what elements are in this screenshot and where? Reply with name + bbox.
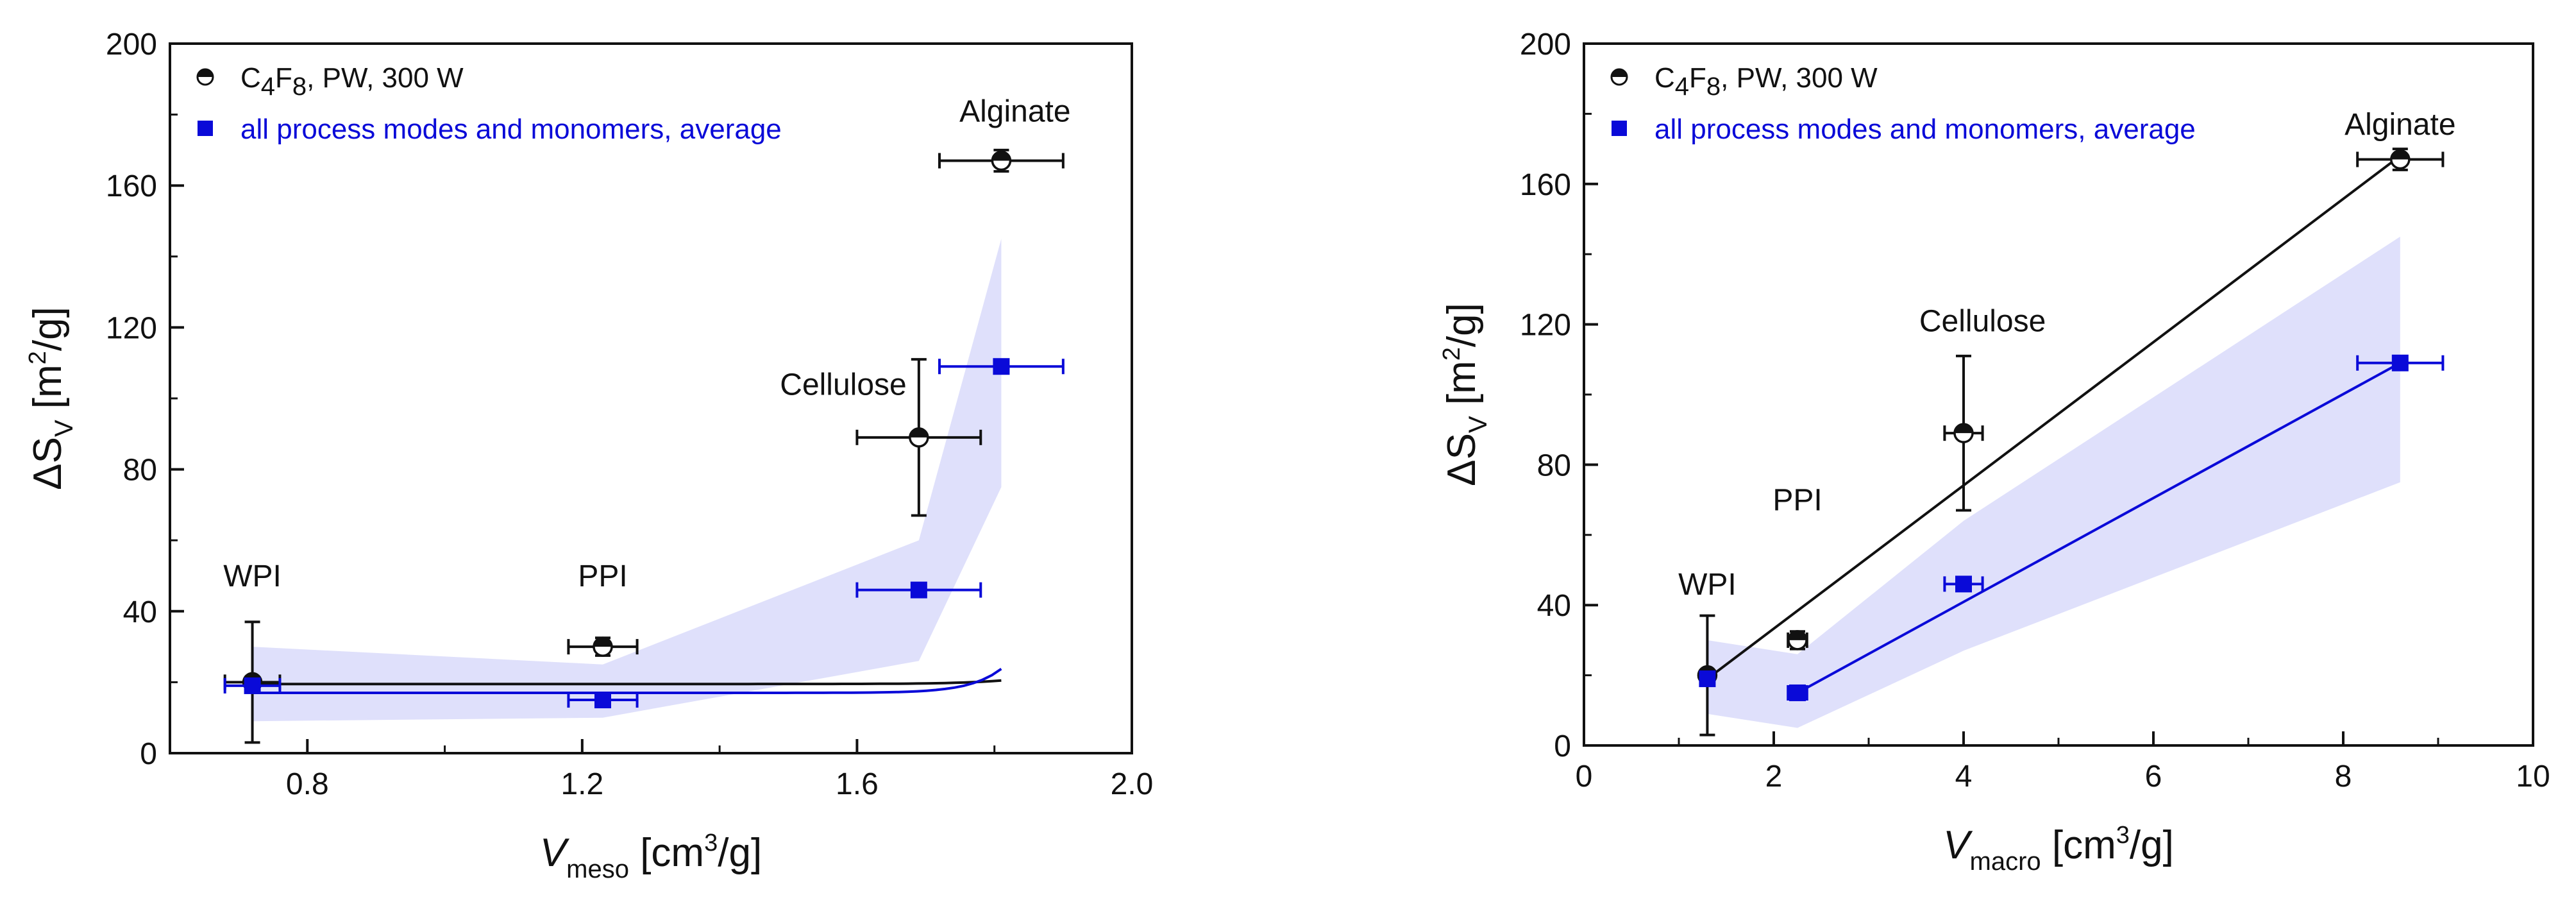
annotation-cellulose: Cellulose bbox=[780, 368, 906, 402]
legend-marker-square bbox=[198, 121, 213, 136]
fit-line-series-2 bbox=[1797, 362, 2401, 694]
fit-line-series-2 bbox=[252, 667, 1002, 694]
data-point-half-circle-fill bbox=[2391, 150, 2409, 160]
data-point-square bbox=[2391, 354, 2409, 371]
x-tick-label: 4 bbox=[1955, 760, 1973, 794]
x-tick-label: 2 bbox=[1765, 760, 1783, 794]
x-axis-title-symbol: V bbox=[540, 831, 570, 875]
y-tick-label: 200 bbox=[106, 28, 157, 62]
y-axis-title-symbol: ΔS bbox=[26, 437, 70, 490]
y-tick-label: 0 bbox=[1554, 729, 1571, 763]
data-point-square bbox=[244, 677, 261, 694]
legend-label-avg: all process modes and monomers, average bbox=[1654, 114, 2196, 145]
x-tick-label: 2.0 bbox=[1111, 767, 1154, 801]
annotation-wpi: WPI bbox=[1678, 568, 1737, 602]
x-axis-title-unit-tail: /g] bbox=[2130, 823, 2174, 867]
x-tick-label: 1.6 bbox=[836, 767, 879, 801]
legend-label-c4f8: C4F8, PW, 300 W bbox=[240, 62, 464, 101]
y-tick-label: 120 bbox=[1520, 309, 1571, 343]
fit-line-series-1 bbox=[1706, 155, 2402, 680]
legend-marker-square bbox=[1612, 121, 1627, 136]
data-point-half-circle-fill bbox=[909, 428, 928, 438]
data-point-half-circle-fill bbox=[1789, 631, 1806, 640]
y-tick-label: 160 bbox=[106, 169, 157, 203]
y-tick-label: 160 bbox=[1520, 168, 1571, 202]
data-point-square bbox=[1699, 670, 1716, 688]
x-tick-label: 1.2 bbox=[560, 767, 603, 801]
x-tick-label: 0.8 bbox=[286, 767, 329, 801]
legend-label-subscript: 8 bbox=[292, 72, 307, 101]
y-tick-label: 80 bbox=[123, 454, 157, 488]
y-axis-title-unit: [m bbox=[1440, 361, 1484, 416]
data-point-half-circle-fill bbox=[594, 638, 612, 647]
x-tick-label: 6 bbox=[2145, 760, 2162, 794]
x-axis-title-unit: [cm bbox=[629, 831, 704, 875]
data-point-square bbox=[594, 692, 611, 709]
x-axis-title: Vmeso [cm3/g] bbox=[540, 830, 762, 883]
data-point-square bbox=[993, 358, 1010, 375]
y-axis-title-superscript: 2 bbox=[24, 351, 51, 364]
annotation-cellulose: Cellulose bbox=[1919, 305, 2046, 339]
y-axis-title-unit-tail: /g] bbox=[1440, 303, 1484, 347]
y-tick-label: 0 bbox=[140, 737, 157, 771]
legend-label-subscript: 4 bbox=[1675, 72, 1689, 101]
y-tick-label: 200 bbox=[1520, 28, 1571, 62]
legend-label-conditions: , PW, 300 W bbox=[307, 62, 464, 94]
annotation-alginate: Alginate bbox=[959, 95, 1070, 129]
x-tick-label: 8 bbox=[2335, 760, 2352, 794]
x-tick-label: 0 bbox=[1576, 760, 1593, 794]
legend-label-text: all process modes and monomers, average bbox=[240, 114, 782, 145]
legend-label-text: all process modes and monomers, average bbox=[1654, 114, 2196, 145]
legend-label-avg: all process modes and monomers, average bbox=[240, 114, 782, 145]
data-point-square bbox=[910, 581, 927, 599]
confidence-band bbox=[252, 239, 1002, 722]
y-tick-label: 40 bbox=[123, 595, 157, 629]
annotation-ppi: PPI bbox=[578, 559, 627, 593]
x-tick-label: 10 bbox=[2516, 760, 2550, 794]
y-axis-title-subscript: V bbox=[1464, 416, 1492, 433]
y-axis-title: ΔSV [m2/g] bbox=[24, 307, 78, 490]
data-point-half-circle-fill bbox=[992, 151, 1011, 161]
x-axis-title-superscript: 3 bbox=[704, 830, 718, 856]
x-axis-title-superscript: 3 bbox=[2116, 822, 2130, 849]
data-point-half-circle-fill bbox=[1955, 424, 1973, 434]
annotation-alginate: Alginate bbox=[2344, 108, 2455, 142]
x-axis-title-subscript: macro bbox=[1970, 847, 2041, 876]
x-axis-title-unit: [cm bbox=[2041, 823, 2116, 867]
annotation-wpi: WPI bbox=[223, 559, 282, 593]
x-axis-title: Vmacro [cm3/g] bbox=[1943, 822, 2174, 876]
data-point-square bbox=[1789, 684, 1806, 701]
legend-marker-half-circle-fill bbox=[1612, 69, 1627, 77]
legend-label-conditions: , PW, 300 W bbox=[1721, 62, 1878, 94]
y-axis-title-unit-tail: /g] bbox=[26, 307, 70, 351]
y-axis-title: ΔSV [m2/g] bbox=[1438, 303, 1492, 486]
y-axis-title-symbol: ΔS bbox=[1440, 433, 1484, 486]
fit-line-series-1 bbox=[252, 679, 1002, 686]
legend-label-c: C bbox=[240, 62, 261, 94]
legend-marker-half-circle-fill bbox=[198, 69, 213, 77]
legend-label-f: F bbox=[275, 62, 292, 94]
annotation-ppi: PPI bbox=[1772, 484, 1822, 518]
legend-label-subscript: 8 bbox=[1706, 72, 1721, 101]
y-tick-label: 120 bbox=[106, 311, 157, 345]
confidence-band bbox=[1707, 236, 2400, 728]
y-axis-title-subscript: V bbox=[50, 420, 78, 437]
y-tick-label: 40 bbox=[1537, 589, 1571, 623]
data-point-square bbox=[1955, 575, 1972, 593]
y-tick-label: 80 bbox=[1537, 448, 1571, 482]
legend-label-c: C bbox=[1654, 62, 1675, 94]
x-axis-title-subscript: meso bbox=[566, 855, 629, 883]
y-axis-title-superscript: 2 bbox=[1438, 347, 1465, 361]
x-axis-title-symbol: V bbox=[1943, 823, 1973, 867]
legend-label-c4f8: C4F8, PW, 300 W bbox=[1654, 62, 1878, 101]
legend-label-subscript: 4 bbox=[261, 72, 275, 101]
legend-label-f: F bbox=[1689, 62, 1706, 94]
x-axis-title-unit-tail: /g] bbox=[718, 831, 762, 875]
y-axis-title-unit: [m bbox=[26, 364, 70, 420]
